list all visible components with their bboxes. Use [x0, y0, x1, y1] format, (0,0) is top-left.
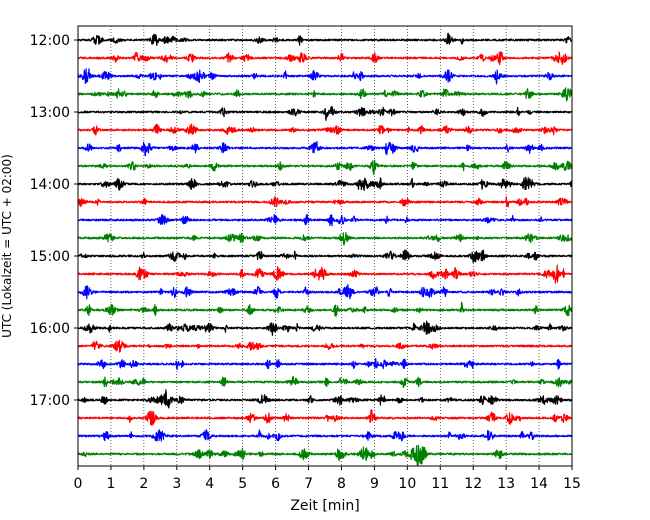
trace-13 [77, 249, 573, 264]
plot-frame [77, 25, 573, 467]
x-tick-label: 8 [337, 476, 346, 492]
plot-background [78, 26, 572, 466]
x-tick-label: 1 [106, 476, 115, 492]
x-tick-label: 4 [205, 476, 214, 492]
y-tick-label: 15:00 [30, 249, 70, 265]
y-axis-label: UTC (Lokalzeit = UTC + 02:00) [0, 154, 14, 338]
x-tick-label: 11 [431, 476, 449, 492]
trace-5 [77, 105, 573, 121]
y-tick-label: 14:00 [30, 177, 70, 193]
x-tick-label: 12 [464, 476, 482, 492]
trace-8 [77, 159, 573, 176]
trace-9 [77, 176, 573, 191]
trace-20 [77, 375, 573, 389]
trace-3 [77, 68, 573, 85]
trace-14 [77, 264, 573, 284]
x-tick-label: 0 [74, 476, 83, 492]
trace-22 [77, 409, 573, 426]
x-tick-label: 15 [563, 476, 581, 492]
x-tick-label: 2 [139, 476, 148, 492]
trace-4 [77, 87, 573, 102]
y-tick-label: 17:00 [30, 393, 70, 409]
x-tick-label: 9 [370, 476, 379, 492]
trace-17 [77, 320, 573, 336]
y-tick-label: 13:00 [30, 105, 70, 121]
x-tick-label: 13 [497, 476, 515, 492]
trace-6 [77, 123, 573, 136]
x-tick-label: 3 [172, 476, 181, 492]
x-tick-label: 6 [271, 476, 280, 492]
trace-21 [77, 389, 573, 409]
x-tick-label: 14 [530, 476, 548, 492]
trace-15 [77, 283, 573, 300]
trace-19 [77, 358, 573, 371]
trace-24 [77, 444, 573, 467]
x-tick-label: 7 [304, 476, 313, 492]
y-tick-label: 16:00 [30, 321, 70, 337]
trace-group [77, 32, 573, 467]
trace-18 [77, 339, 573, 353]
trace-23 [77, 429, 573, 442]
trace-12 [77, 231, 573, 246]
trace-11 [77, 213, 573, 227]
trace-7 [77, 140, 573, 157]
trace-16 [77, 301, 573, 318]
y-axis-ticks: 12:00 13:00 14:00 15:00 16:00 17:00 [30, 33, 78, 409]
y-tick-label: 12:00 [30, 33, 70, 49]
x-tick-label: 10 [398, 476, 416, 492]
x-tick-label: 5 [238, 476, 247, 492]
trace-10 [77, 196, 573, 208]
x-axis-ticks: 0 1 2 3 4 5 6 7 8 9 10 11 12 13 14 15 [74, 466, 581, 492]
trace-2 [77, 51, 573, 66]
trace-1 [77, 32, 573, 47]
x-axis-label: Zeit [min] [290, 498, 359, 514]
